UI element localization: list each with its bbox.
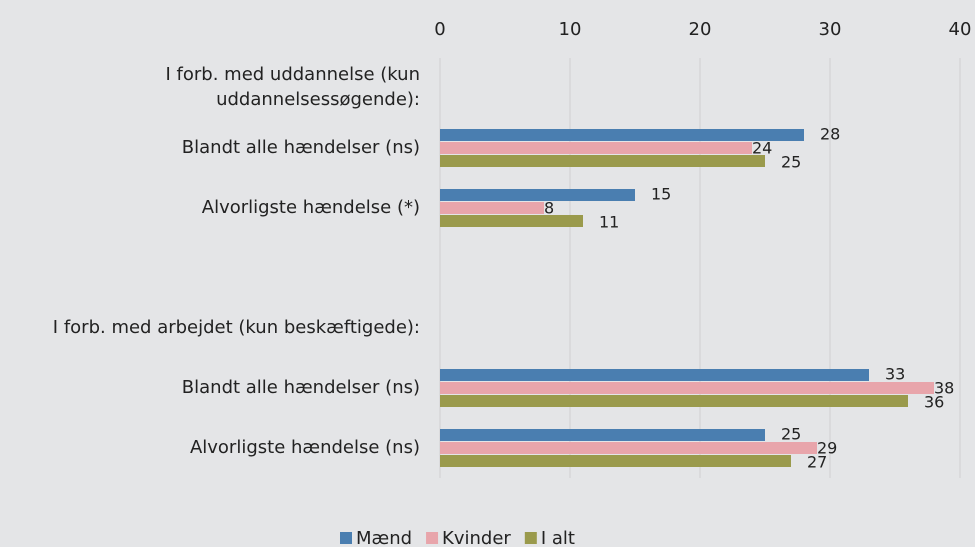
bar: [440, 189, 635, 201]
category-label: Blandt alle hændelser (ns): [182, 137, 420, 158]
category-label: I forb. med uddannelse (kun uddannelsessø…: [166, 64, 420, 110]
bar: [440, 129, 804, 141]
bar: [440, 382, 934, 394]
value-label: 27: [807, 453, 827, 472]
bar: [440, 215, 583, 227]
legend-label: I alt: [541, 528, 575, 547]
legend-swatch: [426, 532, 439, 544]
value-label: 33: [885, 365, 905, 384]
bar: [440, 369, 869, 381]
legend-label: Mænd: [356, 528, 412, 547]
bar: [440, 202, 544, 214]
x-tick-label: 20: [689, 19, 712, 40]
value-label: 15: [651, 185, 671, 204]
category-label: I forb. med arbejdet (kun beskæftigede):: [53, 317, 420, 338]
value-label: 25: [781, 425, 801, 444]
legend-swatch: [340, 532, 352, 544]
bar: [440, 395, 908, 407]
bar: [440, 455, 791, 467]
value-label: 29: [817, 439, 837, 458]
x-tick-label: 0: [434, 19, 445, 40]
x-tick-label: 40: [949, 19, 972, 40]
value-label: 11: [599, 213, 619, 232]
bar: [440, 142, 752, 154]
value-label: 36: [924, 393, 944, 412]
value-label: 25: [781, 153, 801, 172]
value-label: 8: [544, 199, 554, 218]
bar: [440, 442, 817, 454]
category-label: Blandt alle hændelser (ns): [182, 377, 420, 398]
category-label: Alvorligste hændelse (ns): [190, 437, 420, 458]
legend-swatch: [524, 532, 537, 544]
bar: [440, 429, 765, 441]
x-tick-label: 30: [819, 19, 842, 40]
value-label: 24: [752, 139, 772, 158]
category-label: Alvorligste hændelse (*): [202, 197, 420, 218]
bar: [440, 155, 765, 167]
value-label: 28: [820, 125, 840, 144]
value-label: 38: [934, 379, 954, 398]
legend-label: Kvinder: [442, 528, 511, 547]
x-tick-label: 10: [559, 19, 582, 40]
